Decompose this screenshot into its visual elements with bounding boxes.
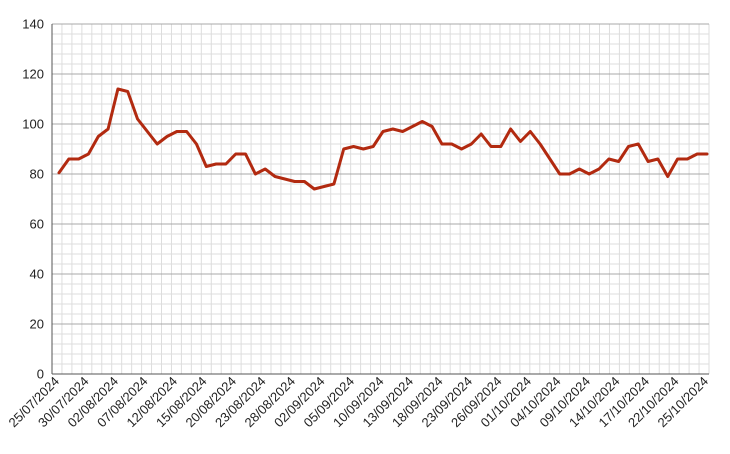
data-point (666, 175, 669, 178)
data-point (411, 125, 414, 128)
data-point (647, 160, 650, 163)
data-point (519, 140, 522, 143)
y-tick-label: 60 (30, 217, 44, 232)
data-point (126, 90, 129, 93)
data-point (372, 145, 375, 148)
data-point (627, 145, 630, 148)
data-point (195, 143, 198, 146)
data-point (77, 158, 80, 161)
data-point (303, 180, 306, 183)
y-tick-label: 100 (22, 117, 44, 132)
data-point (460, 148, 463, 151)
series-layer (57, 87, 709, 191)
minor-gridlines (51, 24, 710, 374)
y-tick-label: 0 (37, 367, 44, 382)
data-point (529, 130, 532, 133)
y-tick-label: 40 (30, 267, 44, 282)
data-point (706, 153, 709, 156)
data-point (637, 143, 640, 146)
data-point (578, 168, 581, 171)
data-point (156, 143, 159, 146)
data-point (548, 158, 551, 161)
data-point (136, 118, 139, 121)
data-point (175, 130, 178, 133)
data-point (362, 148, 365, 151)
data-point (450, 143, 453, 146)
data-point (97, 135, 100, 138)
y-tick-label: 20 (30, 317, 44, 332)
data-point (401, 130, 404, 133)
data-point (274, 175, 277, 178)
data-point (234, 153, 237, 156)
data-point (656, 158, 659, 161)
data-point (107, 128, 110, 131)
data-point (313, 188, 316, 191)
data-point (440, 143, 443, 146)
y-axis-tick-labels: 0 20 40 60 80 100 120 140 (22, 17, 44, 382)
data-point (617, 160, 620, 163)
data-point (116, 88, 119, 91)
data-point (215, 163, 218, 166)
data-point (58, 171, 61, 174)
data-point (323, 185, 326, 188)
data-point (352, 145, 355, 148)
data-point (342, 148, 345, 151)
data-point (421, 120, 424, 123)
data-point (283, 178, 286, 181)
data-point (185, 130, 188, 133)
data-point (539, 143, 542, 146)
data-point (391, 128, 394, 131)
series-line (57, 87, 709, 191)
data-point (568, 173, 571, 176)
y-tick-label: 140 (22, 17, 44, 32)
data-point (588, 173, 591, 176)
data-point (205, 165, 208, 168)
y-tick-label: 120 (22, 67, 44, 82)
data-point (607, 158, 610, 161)
data-point (696, 153, 699, 156)
data-point (480, 133, 483, 136)
data-point (254, 173, 257, 176)
data-point (470, 143, 473, 146)
data-point (490, 145, 493, 148)
x-axis-tick-labels: 25/07/202430/07/202402/08/202407/08/2024… (5, 374, 711, 431)
data-point (382, 130, 385, 133)
data-point (686, 158, 689, 161)
data-point (146, 130, 149, 133)
data-point (558, 173, 561, 176)
data-point (332, 183, 335, 186)
data-point (676, 158, 679, 161)
data-point (87, 153, 90, 156)
data-point (598, 168, 601, 171)
data-point (244, 153, 247, 156)
data-point (224, 163, 227, 166)
data-point (166, 135, 169, 138)
data-point (67, 158, 70, 161)
data-point (509, 128, 512, 131)
data-point (499, 145, 502, 148)
data-point (293, 180, 296, 183)
data-point (431, 125, 434, 128)
data-point (264, 168, 267, 171)
y-tick-label: 80 (30, 167, 44, 182)
